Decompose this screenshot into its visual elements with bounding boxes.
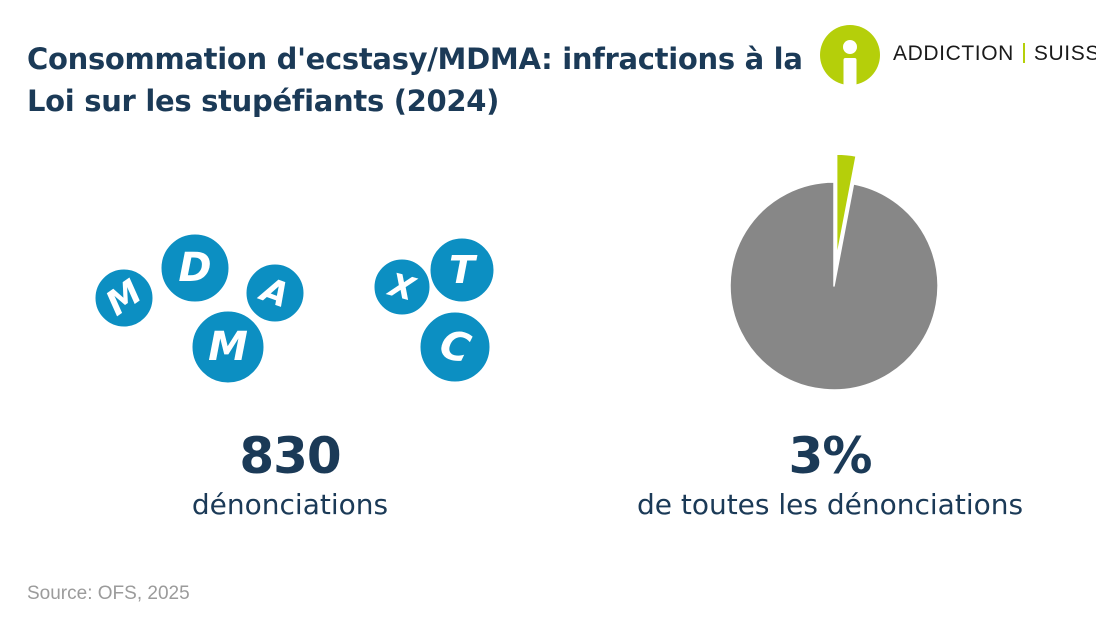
logo-mark-icon	[820, 25, 880, 86]
letter-badge-circle	[427, 235, 497, 305]
letter-badge-m-4: M	[189, 308, 267, 386]
pie-slice-2	[729, 181, 939, 391]
letter-badge-text: T	[449, 248, 478, 292]
letter-badge-circle	[417, 309, 493, 385]
letter-badge-m-1: M	[92, 266, 156, 330]
letter-badge-circle	[158, 231, 232, 305]
letter-badge-a-3: A	[243, 261, 307, 325]
share-value: 3%	[788, 427, 873, 485]
chart-title: Consommation d'ecstasy/MDMA: infractions…	[27, 42, 803, 118]
count-value: 830	[239, 427, 341, 485]
letter-badge-c-7: C	[417, 309, 493, 385]
letter-badge-d-2: D	[158, 231, 232, 305]
count-label: dénonciations	[191, 488, 389, 521]
letter-badge-text: M	[208, 324, 248, 370]
letter-badge-circle	[371, 256, 433, 318]
logo-text: ADDICTION SUISSE	[893, 42, 1096, 66]
logo-separator	[1022, 43, 1025, 63]
source-note: Source: OFS, 2025	[27, 583, 190, 604]
addiction-suisse-logo: ADDICTION SUISSE	[818, 24, 1096, 86]
share-label: de toutes les dénonciations	[636, 488, 1024, 521]
pie-slice-1	[835, 153, 857, 259]
share-pie-chart	[729, 153, 939, 391]
letter-badge-text: D	[178, 245, 211, 291]
letter-badge-circle	[92, 266, 156, 330]
logo-text-addiction: ADDICTION	[893, 42, 1014, 65]
letter-badge-circle	[189, 308, 267, 386]
letter-badge-x-5: X	[371, 256, 433, 318]
letter-badge-circle	[243, 261, 307, 325]
logo-text-suisse: SUISSE	[1033, 42, 1096, 65]
letter-badge-t-6: T	[427, 235, 497, 305]
